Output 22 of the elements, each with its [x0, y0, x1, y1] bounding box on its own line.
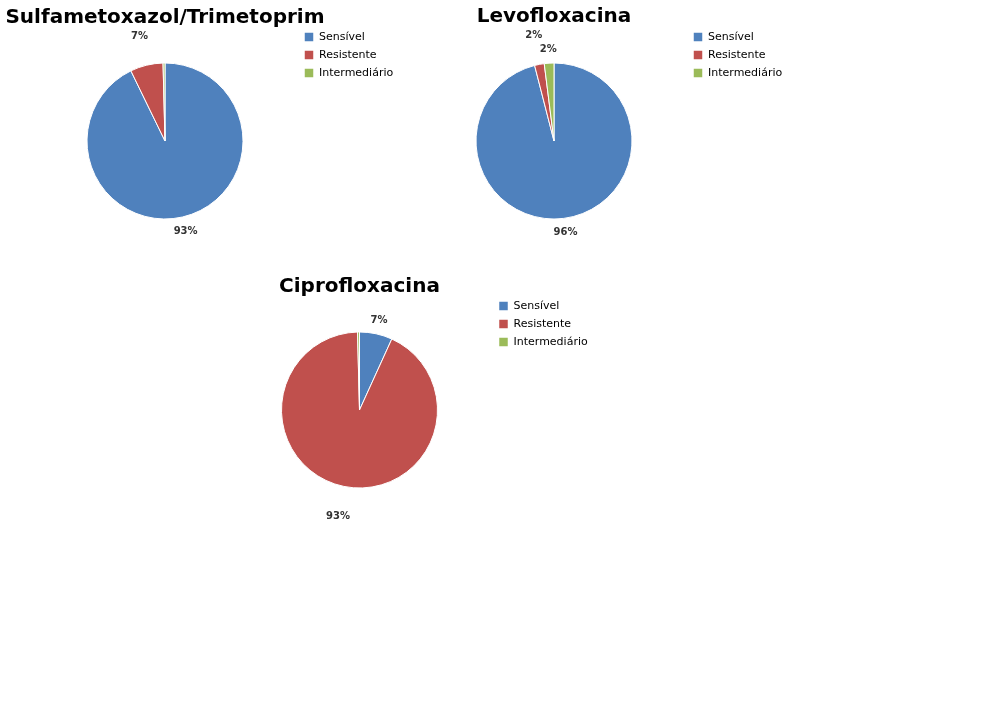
chart-title: Levofloxacina	[476, 2, 632, 27]
data-label: 7%	[370, 314, 388, 326]
data-label: 93%	[325, 509, 350, 521]
data-label: 2%	[539, 43, 557, 55]
legend-label: Intermediário	[319, 66, 394, 79]
legend-label: Intermediário	[513, 335, 588, 348]
legend-label: Sensível	[708, 30, 754, 43]
legend-label: Resistente	[513, 317, 572, 330]
chart-title: Sulfametoxazol/Trimetoprim	[5, 4, 325, 28]
pie-slice	[86, 62, 244, 220]
legend-label: Resistente	[708, 48, 766, 61]
data-label: 93%	[173, 224, 198, 236]
pie-slice	[281, 331, 438, 489]
legend-label: Sensível	[319, 30, 365, 43]
data-label: 7%	[130, 30, 148, 42]
chart-title: Ciprofloxacina	[279, 273, 440, 297]
data-label: 2%	[525, 28, 543, 40]
legend-label: Sensível	[513, 299, 560, 312]
data-label: 96%	[553, 226, 578, 238]
legend-label: Intermediário	[708, 66, 783, 79]
pie-slice	[475, 62, 633, 220]
legend-label: Resistente	[319, 48, 377, 61]
